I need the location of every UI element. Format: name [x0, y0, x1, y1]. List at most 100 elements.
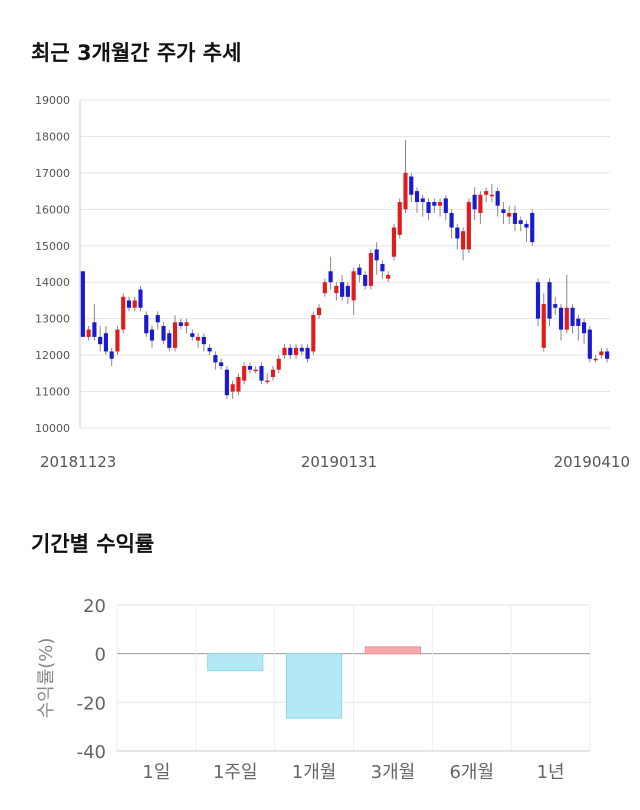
- candle-body: [322, 282, 327, 294]
- candle-body: [397, 202, 402, 235]
- candle-body: [466, 202, 471, 250]
- candle-body: [311, 315, 316, 352]
- candle-body: [103, 333, 108, 352]
- candle-body: [455, 227, 460, 239]
- candle-body: [178, 322, 183, 326]
- candle-body: [357, 267, 362, 275]
- candle-body: [172, 322, 178, 348]
- candle-body: [126, 300, 132, 308]
- candle-body: [587, 329, 592, 359]
- candle-body: [374, 249, 379, 261]
- candle-body: [282, 347, 287, 356]
- candle-body: [196, 336, 201, 341]
- y-tick-label: 0: [95, 645, 106, 666]
- return-bar-chart: 20 0 -20 -40 1일 1주일 1개월 3개월 6개월 1년 수익률(%): [36, 596, 591, 783]
- candle-body: [386, 274, 391, 279]
- candle-body: [599, 351, 604, 356]
- candle-body: [501, 209, 506, 213]
- return-chart-title: 기간별 수익률: [31, 532, 155, 556]
- candle-body: [138, 289, 143, 308]
- candle-body: [253, 369, 258, 372]
- y-tick-label: 15000: [35, 240, 70, 253]
- return-bar: [285, 653, 343, 719]
- candle-body: [305, 347, 310, 359]
- candle-body: [443, 198, 448, 213]
- candle-body: [317, 307, 322, 316]
- price-candlestick-chart: 19000 18000 17000 16000 15000 14000 13000 12000…: [35, 94, 630, 471]
- price-chart-title: 최근 3개월간 주가 추세: [31, 41, 242, 65]
- y-tick-label: 13000: [35, 313, 70, 326]
- candle-body: [478, 194, 483, 213]
- candle-body: [80, 271, 85, 337]
- candle-body: [512, 212, 518, 224]
- candle-body: [213, 355, 218, 363]
- candle-body: [184, 322, 189, 326]
- x-tick-label: 20190410: [554, 453, 630, 471]
- candle-body: [155, 315, 160, 323]
- candle-body: [144, 315, 149, 334]
- candle-body: [293, 347, 299, 356]
- return-bar: [207, 653, 264, 672]
- y-tick-label: 10000: [35, 422, 70, 435]
- candle-body: [495, 191, 500, 206]
- candle-body: [242, 366, 247, 381]
- candle-body: [414, 191, 420, 203]
- candle-body: [224, 369, 229, 396]
- candle-body: [345, 285, 350, 297]
- candle-body: [409, 176, 414, 195]
- candle-body: [207, 347, 212, 352]
- candle-body: [449, 212, 454, 228]
- candle-body: [219, 362, 224, 367]
- candle-body: [363, 274, 368, 286]
- y-tick-label: 17000: [35, 167, 70, 180]
- y-tick-label: 11000: [35, 386, 70, 399]
- candle-body: [230, 384, 235, 392]
- candle-body: [564, 307, 569, 330]
- candle-body: [328, 271, 333, 283]
- candle-body: [161, 325, 166, 341]
- candle-body: [121, 296, 126, 330]
- candle-body: [167, 333, 172, 348]
- candle-body: [391, 227, 397, 257]
- candle-body: [507, 212, 512, 217]
- y-tick-label: 18000: [35, 130, 70, 143]
- candle-body: [98, 336, 103, 345]
- return-bar: [364, 646, 422, 655]
- candle-body: [605, 351, 610, 359]
- candle-body: [149, 329, 155, 341]
- candle-body: [530, 212, 535, 243]
- candle-body: [426, 202, 431, 213]
- candle-body: [334, 285, 339, 294]
- candle-body: [582, 322, 587, 334]
- candle-body: [541, 304, 546, 348]
- candle-body: [489, 194, 494, 197]
- candle-body: [570, 307, 575, 326]
- candle-body: [201, 336, 206, 345]
- candle-body: [461, 231, 466, 250]
- candle-body: [535, 282, 541, 319]
- candle-body: [276, 358, 281, 370]
- candle-body: [380, 264, 385, 272]
- x-tick-label: 20181123: [40, 453, 116, 471]
- candle-body: [351, 271, 356, 301]
- y-tick-label: 16000: [35, 203, 70, 216]
- candle-body: [553, 304, 558, 308]
- candle-body: [403, 172, 408, 210]
- x-tick-label: 6개월: [449, 762, 494, 783]
- y-axis-label: 수익률(%): [36, 638, 57, 719]
- candle-body: [115, 329, 120, 352]
- candle-body: [247, 366, 253, 370]
- candle-body: [518, 220, 523, 224]
- candle-body: [432, 202, 437, 206]
- candle-body: [524, 223, 529, 228]
- x-tick-label: 20190131: [301, 453, 377, 471]
- candle-body: [190, 333, 195, 337]
- candle-body: [288, 347, 293, 356]
- candle-body: [558, 307, 564, 330]
- candle-body: [472, 194, 477, 210]
- x-tick-label: 1년: [537, 762, 565, 783]
- candle-body: [132, 300, 137, 308]
- x-tick-label: 1개월: [292, 762, 337, 783]
- y-tick-label: 14000: [35, 276, 70, 289]
- y-tick-label: 19000: [35, 94, 70, 107]
